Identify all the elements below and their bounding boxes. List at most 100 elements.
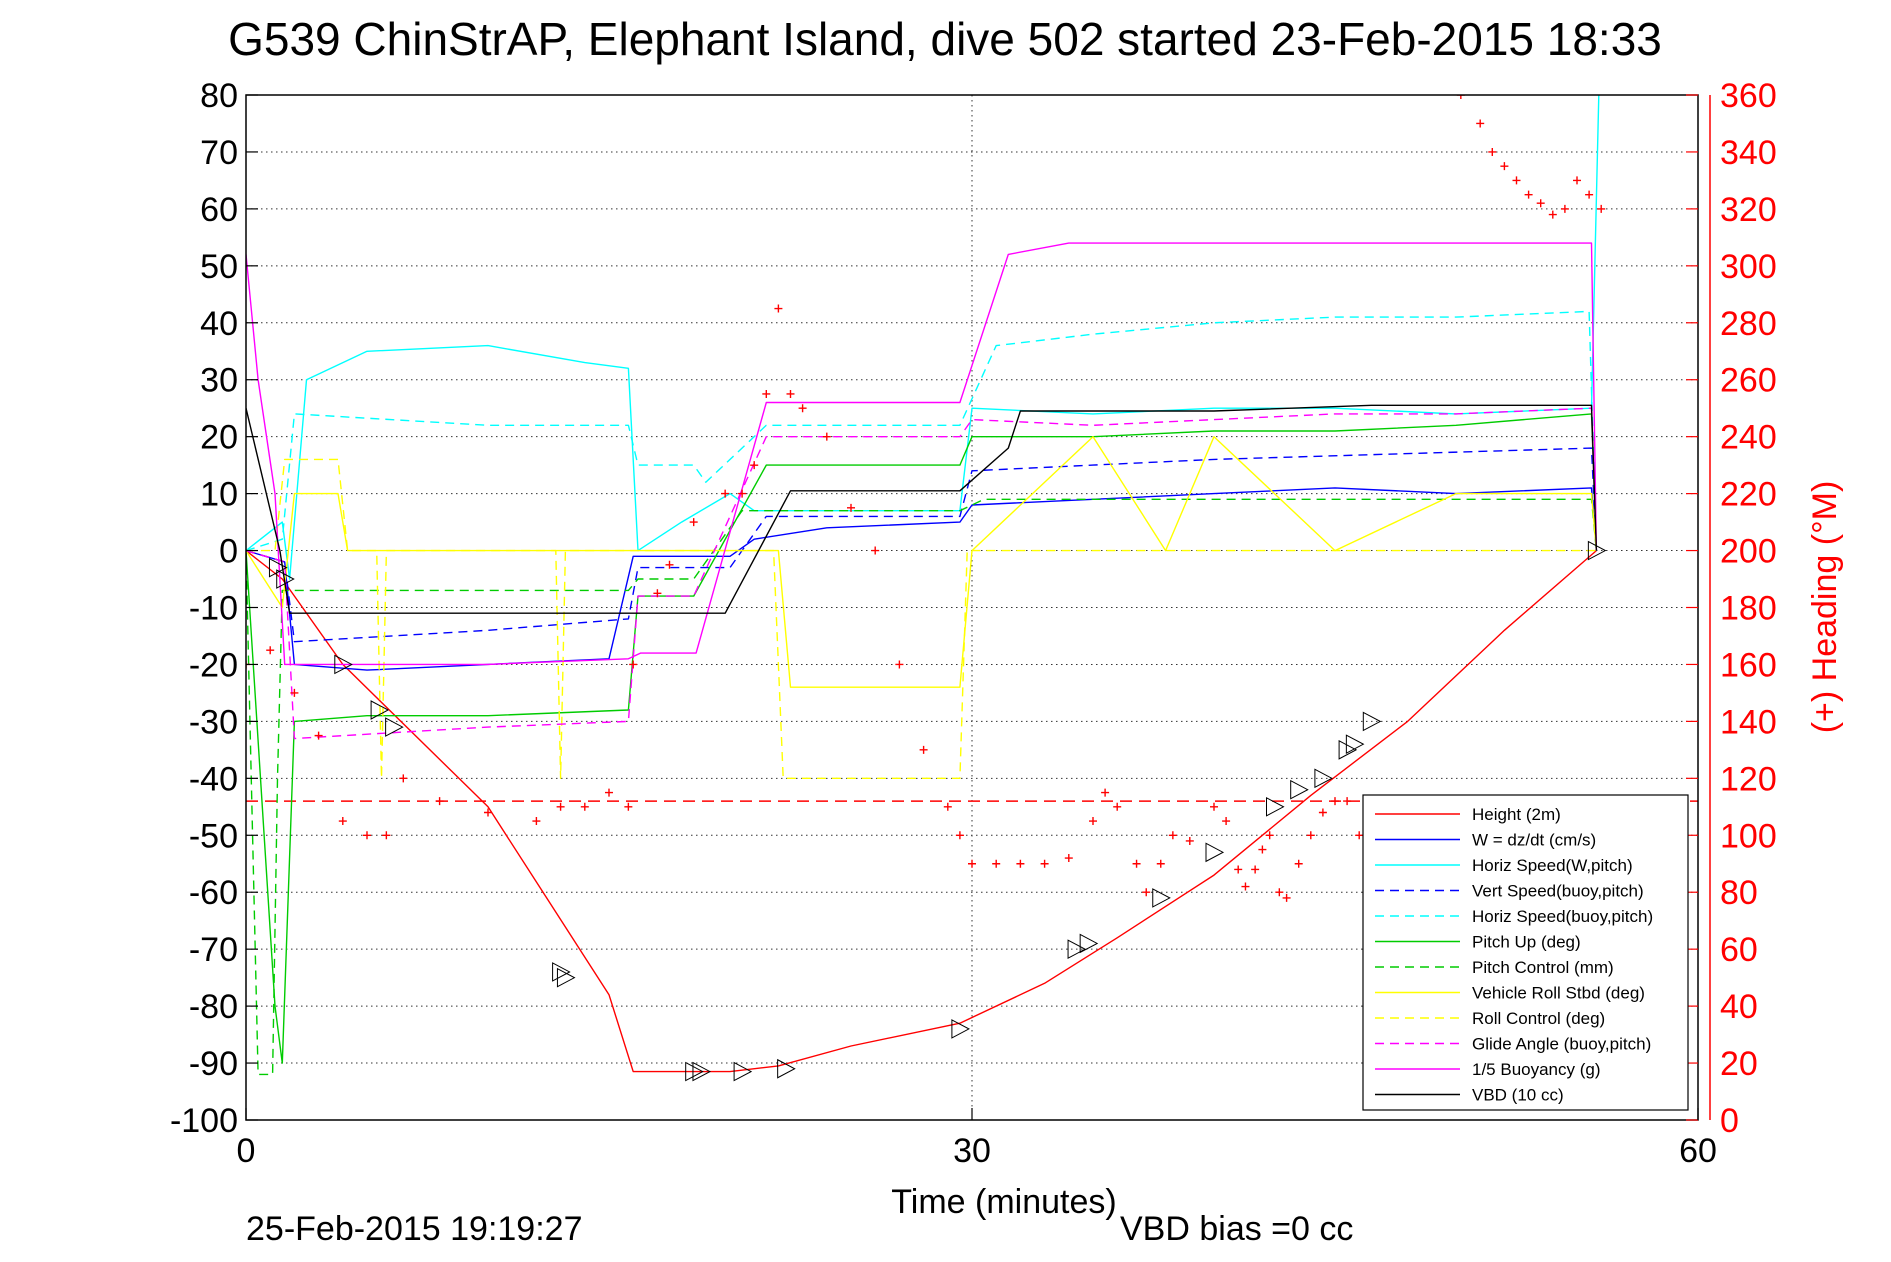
y-left-tick-label: -10	[189, 590, 238, 628]
heading-point	[1275, 888, 1284, 897]
y-right-tick-label: 300	[1720, 248, 1777, 286]
heading-point	[399, 774, 408, 783]
heading-point	[955, 831, 964, 840]
heading-point	[1294, 859, 1303, 868]
depth-marker-triangle	[276, 569, 295, 589]
x-tick-label: 0	[237, 1132, 256, 1170]
legend-label: Height (2m)	[1472, 805, 1561, 824]
y-right-tick-label: 240	[1720, 419, 1777, 457]
heading-point	[738, 489, 747, 498]
y-right-tick-label: 40	[1720, 988, 1758, 1026]
y-left-tick-label: -60	[189, 874, 238, 912]
y-right-tick-label: 160	[1720, 646, 1777, 684]
heading-point	[1456, 95, 1465, 99]
heading-point	[1355, 831, 1364, 840]
heading-point	[532, 817, 541, 826]
y-right-tick-label: 80	[1720, 874, 1758, 912]
heading-point	[1142, 888, 1151, 897]
y-left-tick-label: -40	[189, 760, 238, 798]
y-left-tick-label: 50	[200, 248, 238, 286]
heading-point	[266, 646, 275, 655]
heading-point	[992, 859, 1001, 868]
heading-point	[1585, 190, 1594, 199]
y-right-tick-label: 0	[1720, 1102, 1739, 1140]
heading-point	[382, 831, 391, 840]
heading-point	[871, 546, 880, 555]
x-axis-label: Time (minutes)	[891, 1183, 1116, 1221]
legend-label: Roll Control (deg)	[1472, 1009, 1605, 1028]
heading-point	[1548, 210, 1557, 219]
heading-point	[1331, 797, 1339, 806]
y-left-tick-label: 30	[200, 362, 238, 400]
heading-point	[1500, 162, 1509, 171]
heading-point	[580, 802, 589, 811]
depth-marker-triangle	[1266, 796, 1285, 817]
y-left-tick-label: -50	[189, 817, 238, 855]
triangle-markers	[268, 540, 1607, 1082]
x-tick-label: 30	[953, 1132, 991, 1170]
depth-marker-triangle	[370, 700, 390, 720]
heading-point	[762, 389, 771, 398]
heading-point	[1016, 859, 1025, 868]
y-left-tick-label: 60	[200, 191, 238, 229]
heading-point	[624, 802, 633, 811]
y-right-tick-label: 320	[1720, 191, 1777, 229]
heading-point	[1210, 802, 1218, 811]
heading-point	[968, 859, 976, 868]
y-right-tick-label: 340	[1720, 134, 1777, 172]
heading-point	[1251, 865, 1260, 874]
series-line-4	[246, 310, 1598, 552]
heading-point	[605, 788, 613, 797]
legend-label: Pitch Control (mm)	[1472, 958, 1614, 977]
series-line-1	[246, 487, 1598, 671]
heading-point	[847, 503, 855, 512]
y-right-tick-label: 140	[1720, 703, 1777, 741]
y-right-tick-label: 260	[1720, 362, 1777, 400]
legend-label: Horiz Speed(buoy,pitch)	[1472, 907, 1653, 926]
y-left-tick-label: 20	[200, 419, 238, 457]
heading-point	[786, 389, 795, 398]
heading-point	[1282, 893, 1291, 902]
series-line-7	[246, 436, 1598, 688]
heading-point	[1113, 802, 1122, 811]
y-left-tick-label: 10	[200, 476, 238, 514]
depth-marker-triangle	[334, 654, 353, 675]
heading-point	[629, 660, 638, 669]
heading-point	[895, 660, 904, 669]
series-line-0	[246, 550, 1597, 1073]
y-right-tick-label: 220	[1720, 476, 1777, 514]
heading-point	[1241, 882, 1250, 891]
heading-point	[556, 802, 565, 811]
heading-point	[1168, 831, 1177, 840]
y-left-tick-label: -70	[189, 931, 238, 969]
series-line-3	[246, 447, 1598, 643]
y-left-tick-label: 40	[200, 305, 238, 343]
series-line-11	[246, 404, 1598, 614]
heading-point	[943, 802, 952, 811]
heading-point	[435, 797, 444, 806]
y-left-tick-label: -80	[189, 988, 238, 1026]
depth-marker-triangle	[685, 1061, 704, 1082]
heading-point	[665, 560, 674, 569]
legend-box	[1362, 794, 1689, 1111]
legend-label: 1/5 Buoyancy (g)	[1472, 1060, 1601, 1079]
y-left-tick-label: 70	[200, 134, 238, 172]
heading-point	[1132, 859, 1141, 868]
series-layer	[246, 95, 1698, 1076]
depth-marker-triangle	[1079, 933, 1099, 954]
heading-markers	[246, 95, 1606, 902]
y-left-tick-label: 80	[200, 77, 238, 115]
depth-marker-triangle	[777, 1058, 796, 1079]
series-line-6	[246, 498, 1598, 1076]
right-axis-label: (+) Heading (°M)	[1806, 481, 1844, 734]
y-left-tick-label: -30	[189, 703, 238, 741]
heading-point	[290, 688, 299, 697]
legend-label: VBD (10 cc)	[1472, 1086, 1564, 1105]
depth-marker-triangle	[692, 1061, 712, 1082]
legend: Height (2m) W = dz/dt (cm/s) Horiz Speed(W…	[1362, 794, 1689, 1111]
heading-point	[363, 831, 371, 840]
heading-point	[1560, 204, 1569, 213]
legend-label: Horiz Speed(W,pitch)	[1472, 856, 1633, 875]
heading-point	[1524, 190, 1533, 199]
